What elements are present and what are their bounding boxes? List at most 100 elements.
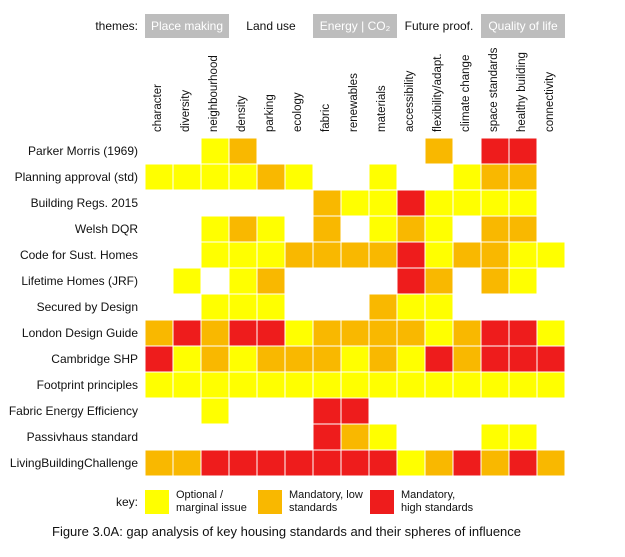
matrix-cell	[145, 164, 173, 190]
matrix-cell	[285, 398, 313, 424]
matrix-cell	[229, 398, 257, 424]
matrix-cell	[481, 372, 509, 398]
matrix-cell	[173, 294, 201, 320]
matrix-cell	[369, 216, 397, 242]
matrix-cell	[285, 268, 313, 294]
matrix-cell	[425, 398, 453, 424]
matrix-cell	[145, 242, 173, 268]
matrix-cell	[425, 190, 453, 216]
matrix-cell	[173, 320, 201, 346]
matrix-cell	[201, 294, 229, 320]
matrix-cell	[229, 216, 257, 242]
matrix-cell	[173, 242, 201, 268]
column-header: density	[236, 95, 248, 132]
matrix-cell	[481, 320, 509, 346]
matrix-cell	[341, 268, 369, 294]
matrix-cell	[285, 346, 313, 372]
key-text: Mandatory, high standards	[401, 489, 474, 514]
matrix-cell	[397, 346, 425, 372]
matrix-cell	[537, 242, 565, 268]
matrix-cell	[509, 164, 537, 190]
matrix-cell	[145, 294, 173, 320]
matrix-cell	[369, 320, 397, 346]
matrix-cell	[229, 346, 257, 372]
matrix-cell	[481, 450, 509, 476]
matrix-cell	[481, 268, 509, 294]
matrix-cell	[425, 242, 453, 268]
themes-label: themes:	[95, 19, 138, 33]
matrix-cell	[313, 242, 341, 268]
matrix-cell	[201, 190, 229, 216]
matrix-cell	[341, 138, 369, 164]
theme-header: Land use	[229, 14, 313, 38]
matrix-cell	[229, 268, 257, 294]
column-header: renewables	[348, 73, 360, 132]
matrix-cell	[341, 294, 369, 320]
matrix-cell	[173, 450, 201, 476]
matrix-cell	[201, 424, 229, 450]
matrix-cell	[537, 372, 565, 398]
matrix-cell	[537, 294, 565, 320]
matrix-cell	[369, 294, 397, 320]
matrix-cell	[257, 190, 285, 216]
matrix-cell	[453, 294, 481, 320]
matrix-cell	[397, 294, 425, 320]
matrix-cell	[173, 190, 201, 216]
column-header: diversity	[180, 89, 192, 132]
matrix-cell	[453, 164, 481, 190]
matrix-cell	[341, 398, 369, 424]
matrix-cell	[145, 190, 173, 216]
matrix-cell	[369, 346, 397, 372]
matrix-cell	[481, 346, 509, 372]
matrix-cell	[453, 138, 481, 164]
row-label: Parker Morris (1969)	[27, 144, 138, 158]
matrix-cell	[453, 242, 481, 268]
matrix-cell	[425, 294, 453, 320]
matrix-cell	[201, 138, 229, 164]
matrix-cell	[313, 294, 341, 320]
matrix-cell	[285, 372, 313, 398]
row-label: Planning approval (std)	[14, 170, 138, 184]
matrix-cell	[229, 372, 257, 398]
matrix-cell	[509, 424, 537, 450]
matrix-cell	[509, 372, 537, 398]
matrix-cell	[425, 346, 453, 372]
matrix-cell	[229, 190, 257, 216]
matrix-cell	[285, 294, 313, 320]
matrix-cell	[425, 138, 453, 164]
matrix-cell	[481, 398, 509, 424]
row-label: Welsh DQR	[74, 222, 138, 236]
matrix-cell	[145, 424, 173, 450]
matrix-cell	[453, 190, 481, 216]
matrix-cell	[145, 138, 173, 164]
matrix-cell	[537, 424, 565, 450]
theme-header: Energy | CO₂	[313, 14, 397, 38]
key-text: Optional / marginal issue	[176, 489, 247, 514]
matrix-cell	[229, 242, 257, 268]
theme-header: Place making	[145, 14, 229, 38]
matrix-cell	[453, 346, 481, 372]
matrix-cell	[257, 138, 285, 164]
matrix-cell	[201, 372, 229, 398]
row-label: Cambridge SHP	[51, 352, 138, 366]
matrix-cell	[173, 268, 201, 294]
matrix-cell	[285, 320, 313, 346]
matrix-cell	[537, 268, 565, 294]
matrix-cell	[173, 138, 201, 164]
matrix-cell	[313, 320, 341, 346]
theme-header: Future proof.	[397, 14, 481, 38]
matrix-cell	[145, 216, 173, 242]
matrix-cell	[453, 268, 481, 294]
matrix-cell	[285, 242, 313, 268]
matrix-cell	[313, 450, 341, 476]
matrix-cell	[313, 216, 341, 242]
matrix-cell	[369, 372, 397, 398]
key-text: Mandatory, low standards	[289, 489, 363, 514]
matrix-cell	[341, 450, 369, 476]
row-label: Fabric Energy Efficiency	[8, 404, 138, 418]
matrix-cell	[257, 268, 285, 294]
theme-header: Quality of life	[481, 14, 565, 38]
column-header: neighbourhood	[208, 55, 220, 132]
matrix-cell	[453, 424, 481, 450]
matrix-cell	[201, 242, 229, 268]
